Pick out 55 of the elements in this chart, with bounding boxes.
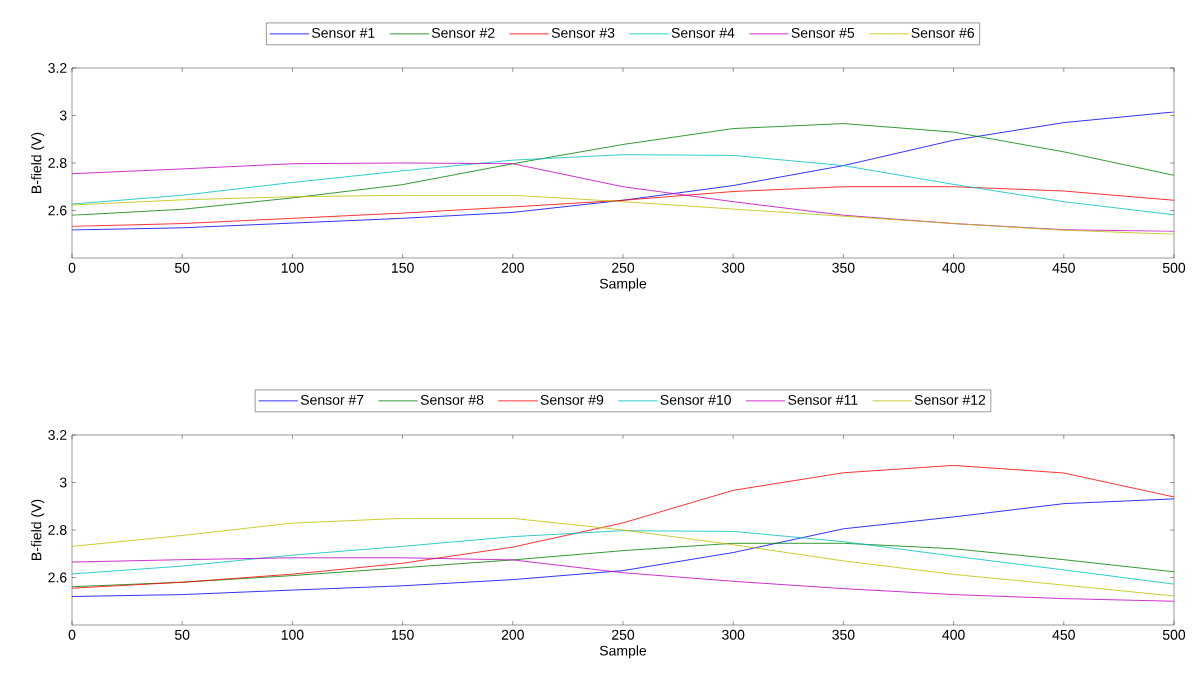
x-axis-title: Sample — [599, 278, 647, 292]
y-axis-title: B-field (V) — [31, 499, 45, 560]
x-tick-label: 300 — [722, 629, 745, 640]
x-tick-label: 450 — [1052, 262, 1075, 273]
x-tick-label: 300 — [722, 262, 745, 273]
x-tick-label: 350 — [832, 629, 855, 640]
line-series — [72, 123, 1174, 216]
legend-label: Sensor #12 — [914, 394, 986, 405]
y-tick-label: 3 — [59, 477, 67, 488]
y-tick-label: 3 — [59, 110, 67, 121]
legend-label: Sensor #9 — [540, 394, 604, 405]
y-axis-title: B-field (V) — [31, 132, 45, 193]
x-tick-label: 0 — [68, 262, 76, 273]
y-tick-label: 2.6 — [48, 572, 67, 583]
x-tick-label: 500 — [1162, 262, 1186, 273]
x-tick-label: 0 — [68, 629, 76, 640]
line-series — [72, 464, 1174, 589]
y-tick-label: 2.6 — [48, 205, 67, 216]
legend-label: Sensor #7 — [300, 394, 364, 405]
legend-label: Sensor #2 — [431, 27, 495, 38]
legend-label: Sensor #10 — [660, 394, 731, 405]
x-tick-label: 150 — [391, 262, 414, 273]
x-tick-label: 50 — [174, 629, 190, 640]
x-tick-label: 50 — [174, 262, 190, 273]
x-tick-label: 200 — [501, 629, 524, 640]
x-tick-label: 250 — [612, 629, 635, 640]
line-series — [72, 498, 1174, 597]
x-tick-label: 400 — [942, 262, 965, 273]
x-tick-label: 150 — [391, 629, 414, 640]
legend-label: Sensor #6 — [911, 27, 975, 38]
x-tick-label: 350 — [832, 262, 855, 273]
x-tick-label: 200 — [501, 262, 524, 273]
y-tick-label: 3.2 — [48, 63, 67, 73]
y-tick-label: 2.8 — [48, 525, 67, 535]
line-series — [72, 517, 1174, 597]
line-series — [72, 530, 1174, 585]
legend-label: Sensor #1 — [312, 27, 375, 38]
line-series — [72, 194, 1174, 235]
y-tick-label: 2.8 — [48, 158, 67, 168]
line-series — [72, 111, 1174, 231]
y-tick-label: 3.2 — [48, 430, 67, 440]
legend-label: Sensor #8 — [420, 394, 484, 405]
x-tick-label: 250 — [612, 262, 635, 273]
legend-label: Sensor #4 — [671, 27, 735, 38]
x-tick-label: 400 — [942, 629, 965, 640]
line-series — [72, 154, 1174, 216]
legend-label: Sensor #3 — [551, 27, 615, 38]
x-axis-title: Sample — [599, 645, 647, 659]
line-series — [72, 557, 1174, 602]
x-tick-label: 100 — [281, 629, 304, 640]
x-tick-label: 500 — [1162, 629, 1186, 640]
legend-label: Sensor #5 — [791, 27, 855, 38]
x-tick-label: 450 — [1052, 629, 1075, 640]
x-tick-label: 100 — [281, 262, 304, 273]
legend-label: Sensor #11 — [788, 394, 858, 405]
